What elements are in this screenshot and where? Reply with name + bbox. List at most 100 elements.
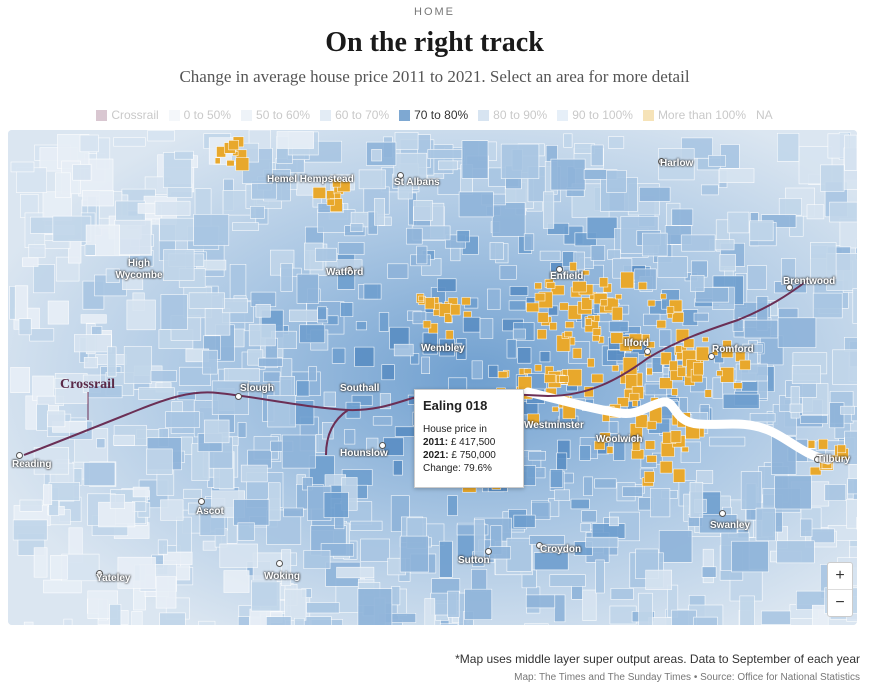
- map-area[interactable]: [778, 198, 803, 216]
- map-area[interactable]: [456, 524, 489, 536]
- map-area-high-growth[interactable]: [599, 277, 609, 288]
- map-area-high-growth[interactable]: [646, 367, 653, 376]
- map-area[interactable]: [399, 535, 429, 573]
- map-area[interactable]: [146, 448, 173, 475]
- map-area-high-growth[interactable]: [676, 351, 684, 360]
- map-area[interactable]: [251, 581, 281, 612]
- map-area[interactable]: [255, 304, 271, 318]
- map-area[interactable]: [486, 288, 501, 310]
- map-area[interactable]: [642, 313, 661, 326]
- map-area-high-growth[interactable]: [693, 362, 704, 376]
- map-area-high-growth[interactable]: [646, 341, 655, 349]
- map-area[interactable]: [28, 244, 46, 258]
- map-area[interactable]: [183, 488, 202, 499]
- map-area[interactable]: [800, 415, 828, 424]
- map-area[interactable]: [701, 566, 717, 578]
- map-area-high-growth[interactable]: [461, 297, 471, 306]
- map-area-high-growth[interactable]: [592, 328, 602, 336]
- map-area[interactable]: [132, 486, 150, 498]
- map-area[interactable]: [473, 519, 485, 558]
- map-area[interactable]: [543, 191, 555, 229]
- map-area-high-growth[interactable]: [594, 440, 606, 450]
- map-area[interactable]: [693, 616, 718, 625]
- map-area[interactable]: [265, 616, 292, 625]
- map-area-high-growth[interactable]: [629, 392, 640, 401]
- map-area[interactable]: [563, 133, 573, 148]
- map-area[interactable]: [188, 502, 200, 515]
- map-area[interactable]: [372, 416, 393, 426]
- map-area[interactable]: [852, 288, 857, 324]
- map-area[interactable]: [109, 603, 122, 625]
- map-area[interactable]: [392, 460, 403, 476]
- map-area[interactable]: [553, 594, 566, 623]
- map-area[interactable]: [608, 320, 629, 333]
- map-area[interactable]: [174, 150, 194, 160]
- map-area[interactable]: [811, 604, 829, 625]
- map-area[interactable]: [10, 367, 31, 393]
- map-area[interactable]: [800, 518, 813, 537]
- map-area-high-growth[interactable]: [625, 374, 638, 390]
- map-area[interactable]: [718, 168, 755, 183]
- map-area[interactable]: [671, 609, 697, 625]
- map-area[interactable]: [645, 569, 673, 590]
- map-area[interactable]: [360, 538, 390, 562]
- map-area[interactable]: [488, 364, 499, 378]
- map-canvas[interactable]: [8, 130, 857, 625]
- map-area[interactable]: [608, 516, 619, 527]
- map-area[interactable]: [381, 364, 395, 381]
- legend-item-50-60[interactable]: 50 to 60%: [241, 108, 310, 122]
- map-area[interactable]: [314, 247, 337, 262]
- map-area[interactable]: [107, 346, 117, 377]
- map-area[interactable]: [114, 219, 152, 255]
- map-area[interactable]: [50, 555, 68, 580]
- map-area-high-growth[interactable]: [424, 297, 435, 310]
- map-area[interactable]: [776, 132, 800, 162]
- map-area[interactable]: [855, 238, 857, 261]
- map-area[interactable]: [594, 478, 617, 489]
- map-area-high-growth[interactable]: [611, 365, 619, 372]
- map-area[interactable]: [556, 452, 568, 471]
- map-area[interactable]: [513, 514, 536, 528]
- map-area[interactable]: [19, 499, 43, 512]
- map-area[interactable]: [671, 208, 694, 226]
- map-area-high-growth[interactable]: [702, 336, 709, 343]
- map-area[interactable]: [33, 447, 69, 475]
- map-area-high-growth[interactable]: [497, 371, 508, 379]
- map-area[interactable]: [607, 349, 625, 361]
- map-area-high-growth[interactable]: [550, 285, 565, 296]
- zoom-in-button[interactable]: +: [828, 563, 852, 590]
- map-area[interactable]: [284, 588, 307, 621]
- map-area-high-growth[interactable]: [549, 322, 558, 331]
- map-area[interactable]: [23, 621, 34, 625]
- map-area[interactable]: [340, 302, 354, 318]
- map-area[interactable]: [306, 602, 340, 614]
- map-area-high-growth[interactable]: [677, 366, 686, 377]
- map-area[interactable]: [722, 393, 760, 409]
- map-area[interactable]: [607, 249, 621, 260]
- map-area[interactable]: [229, 264, 247, 300]
- map-area[interactable]: [424, 598, 436, 626]
- map-area[interactable]: [176, 516, 192, 553]
- map-area-high-growth[interactable]: [551, 406, 559, 412]
- map-area[interactable]: [471, 360, 483, 380]
- map-area[interactable]: [233, 499, 270, 526]
- map-area[interactable]: [749, 220, 774, 242]
- map-area-high-growth[interactable]: [646, 455, 657, 463]
- map-area[interactable]: [160, 499, 184, 521]
- map-area[interactable]: [731, 540, 769, 573]
- map-area[interactable]: [743, 319, 779, 339]
- map-area-high-growth[interactable]: [600, 299, 608, 307]
- map-area-high-growth[interactable]: [544, 373, 556, 384]
- map-area[interactable]: [337, 242, 365, 255]
- map-area-high-growth[interactable]: [628, 333, 643, 350]
- map-area[interactable]: [163, 249, 195, 281]
- map-area[interactable]: [250, 206, 265, 219]
- map-area[interactable]: [47, 410, 66, 428]
- map-area[interactable]: [358, 169, 386, 190]
- map-area[interactable]: [18, 318, 32, 336]
- map-area[interactable]: [410, 353, 420, 365]
- map-area[interactable]: [47, 300, 69, 325]
- map-area[interactable]: [590, 144, 604, 167]
- map-area[interactable]: [154, 200, 191, 216]
- map-area[interactable]: [72, 164, 92, 181]
